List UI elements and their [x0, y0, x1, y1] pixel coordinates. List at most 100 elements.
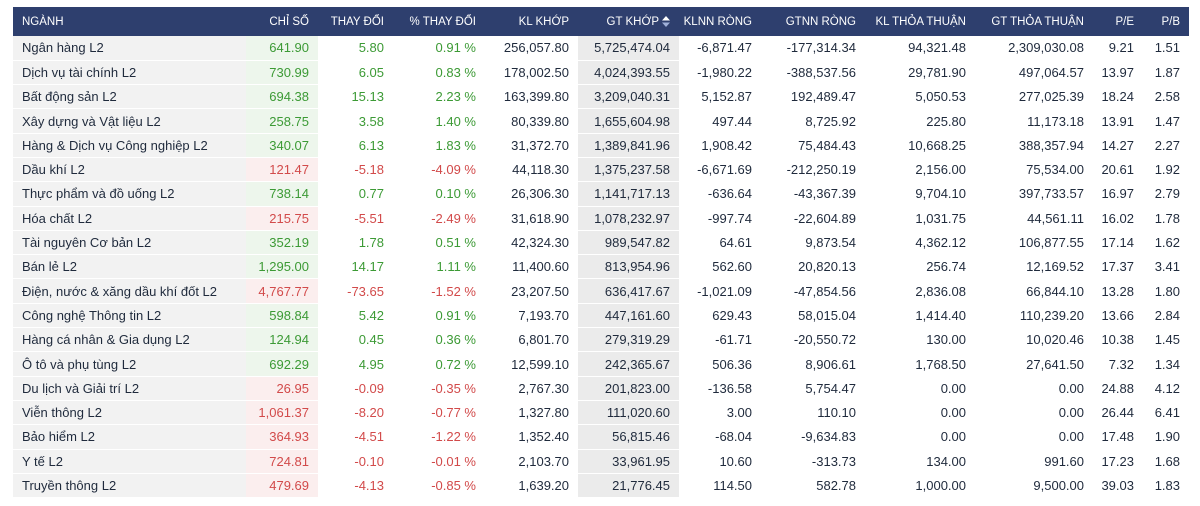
table-row[interactable]: Y tế L2 724.81 -0.10 -0.01 % 2,103.70 33,961.… — [13, 449, 1189, 474]
table-row[interactable]: Bán lẻ L2 1,295.00 14.17 1.11 % 11,400.60 813… — [13, 254, 1189, 279]
cell-chi-so: 730.99 — [246, 60, 318, 85]
table-row[interactable]: Bảo hiểm L2 364.93 -4.51 -1.22 % 1,352.40 56,… — [13, 424, 1189, 450]
cell-klnn-rong: -1,980.22 — [697, 64, 752, 80]
cell-kl-thoa-thuan: 134.00 — [926, 453, 966, 469]
cell-kl-thoa-thuan: 225.80 — [926, 113, 966, 129]
table-row[interactable]: Tài nguyên Cơ bản L2 352.19 1.78 0.51 % 42,3… — [13, 230, 1189, 255]
cell-pb: 1.45 — [1154, 332, 1180, 348]
col-header-nganh[interactable]: NGÀNH — [22, 15, 64, 28]
cell-pe: 13.97 — [1101, 64, 1134, 80]
cell-kl-thoa-thuan: 4,362.12 — [915, 235, 966, 251]
cell-pe: 16.02 — [1101, 210, 1134, 226]
cell-kl-khop: 1,639.20 — [518, 477, 569, 493]
table-row[interactable]: Ngân hàng L2 641.90 5.80 0.91 % 256,057.80 5,… — [13, 36, 1189, 61]
table-row[interactable]: Xây dựng và Vật liệu L2 258.75 3.58 1.40 % 8… — [13, 108, 1189, 134]
cell-name[interactable]: Viễn thông L2 — [13, 400, 246, 425]
col-header-gt-thoa-thuan[interactable]: GT THỎA THUẬN — [991, 15, 1084, 28]
cell-klnn-rong: 3.00 — [726, 405, 752, 421]
cell-gt-thoa-thuan: 397,733.57 — [1018, 186, 1084, 202]
cell-chi-so: 124.94 — [246, 327, 318, 352]
table-row[interactable]: Dầu khí L2 121.47 -5.18 -4.09 % 44,118.30 1,3… — [13, 157, 1189, 182]
table-row[interactable]: Dịch vụ tài chính L2 730.99 6.05 0.83 % 178,… — [13, 60, 1189, 85]
cell-pct-thay-doi: 1.40 % — [435, 113, 476, 129]
cell-gtnn-rong: -177,314.34 — [786, 40, 856, 56]
col-header-thay-doi[interactable]: THAY ĐỔI — [330, 15, 384, 28]
table-row[interactable]: Hàng cá nhân & Gia dụng L2 124.94 0.45 0.36… — [13, 327, 1189, 352]
cell-klnn-rong: 10.60 — [719, 453, 752, 469]
col-header-pb[interactable]: P/B — [1161, 15, 1180, 28]
cell-gt-khop: 111,020.60 — [578, 400, 679, 425]
cell-gtnn-rong: 8,906.61 — [805, 356, 856, 372]
sort-icon[interactable] — [662, 15, 670, 27]
cell-pct-thay-doi: 2.23 % — [435, 89, 476, 105]
cell-name[interactable]: Dầu khí L2 — [13, 157, 246, 182]
cell-pe: 9.21 — [1108, 40, 1134, 56]
cell-kl-khop: 163,399.80 — [503, 89, 569, 105]
cell-kl-thoa-thuan: 9,704.10 — [915, 186, 966, 202]
cell-kl-khop: 26,306.30 — [511, 186, 569, 202]
table-row[interactable]: Bất động sản L2 694.38 15.13 2.23 % 163,399.… — [13, 84, 1189, 109]
cell-pct-thay-doi: 0.51 % — [435, 235, 476, 251]
cell-kl-thoa-thuan: 1,414.40 — [915, 307, 966, 323]
cell-name[interactable]: Xây dựng và Vật liệu L2 — [13, 108, 246, 134]
cell-thay-doi: -0.09 — [354, 380, 384, 396]
cell-name[interactable]: Tài nguyên Cơ bản L2 — [13, 230, 246, 255]
table-row[interactable]: Công nghệ Thông tin L2 598.84 5.42 0.91 % 7,… — [13, 303, 1189, 328]
cell-name[interactable]: Ô tô và phụ tùng L2 — [13, 351, 246, 377]
cell-name[interactable]: Hàng & Dịch vụ Công nghiệp L2 — [13, 133, 246, 158]
cell-pb: 4.12 — [1154, 380, 1180, 396]
table-row[interactable]: Viễn thông L2 1,061.37 -8.20 -0.77 % 1,327.8… — [13, 400, 1189, 425]
table-row[interactable]: Hóa chất L2 215.75 -5.51 -2.49 % 31,618.90 1,… — [13, 206, 1189, 231]
col-header-pe[interactable]: P/E — [1115, 15, 1134, 28]
table-row[interactable]: Điện, nước & xăng dầu khí đốt L2 4,767.77… — [13, 278, 1189, 304]
table-header-row: NGÀNH CHỈ SỐ THAY ĐỔI % THAY ĐỔI KL KHỚP… — [13, 7, 1189, 36]
cell-name[interactable]: Truyền thông L2 — [13, 473, 246, 498]
cell-kl-thoa-thuan: 10,668.25 — [908, 137, 966, 153]
col-header-pct-thay-doi[interactable]: % THAY ĐỔI — [409, 15, 476, 28]
cell-name[interactable]: Công nghệ Thông tin L2 — [13, 303, 246, 328]
table-row[interactable]: Hàng & Dịch vụ Công nghiệp L2 340.07 6.13 1… — [13, 133, 1189, 158]
cell-thay-doi: -4.51 — [354, 429, 384, 445]
cell-gt-khop: 3,209,040.31 — [578, 84, 679, 109]
cell-name[interactable]: Ngân hàng L2 — [13, 36, 246, 61]
cell-gt-thoa-thuan: 388,357.94 — [1018, 137, 1084, 153]
col-header-kl-thoa-thuan[interactable]: KL THỎA THUẬN — [875, 15, 966, 28]
table-row[interactable]: Ô tô và phụ tùng L2 692.29 4.95 0.72 % 12,59… — [13, 351, 1189, 377]
cell-chi-so: 121.47 — [246, 157, 318, 182]
cell-name[interactable]: Bất động sản L2 — [13, 84, 246, 109]
cell-gt-khop: 33,961.95 — [578, 449, 679, 474]
cell-klnn-rong: -997.74 — [707, 210, 752, 226]
cell-name[interactable]: Dịch vụ tài chính L2 — [13, 60, 246, 85]
cell-chi-so: 738.14 — [246, 181, 318, 207]
table-row[interactable]: Du lịch và Giải trí L2 26.95 -0.09 -0.35 % 2… — [13, 376, 1189, 401]
cell-name[interactable]: Du lịch và Giải trí L2 — [13, 376, 246, 401]
col-header-kl-khop[interactable]: KL KHỚP — [518, 15, 569, 28]
cell-gtnn-rong: -212,250.19 — [786, 162, 856, 178]
cell-name[interactable]: Bảo hiểm L2 — [13, 424, 246, 450]
cell-thay-doi: 6.05 — [358, 64, 384, 80]
cell-name[interactable]: Hàng cá nhân & Gia dụng L2 — [13, 327, 246, 352]
cell-name[interactable]: Hóa chất L2 — [13, 206, 246, 231]
cell-kl-thoa-thuan: 1,031.75 — [915, 210, 966, 226]
table-row[interactable]: Truyền thông L2 479.69 -4.13 -0.85 % 1,639.2… — [13, 473, 1189, 498]
col-header-klnn-rong[interactable]: KLNN RÒNG — [683, 15, 752, 28]
cell-name[interactable]: Bán lẻ L2 — [13, 254, 246, 279]
cell-kl-khop: 2,767.30 — [518, 380, 569, 396]
cell-gt-thoa-thuan: 66,844.10 — [1026, 283, 1084, 299]
cell-thay-doi: -0.10 — [354, 453, 384, 469]
table-row[interactable]: Thực phẩm và đồ uống L2 738.14 0.77 0.10 % 2… — [13, 181, 1189, 207]
cell-kl-thoa-thuan: 29,781.90 — [908, 64, 966, 80]
cell-pb: 2.27 — [1154, 137, 1180, 153]
col-header-gtnn-rong[interactable]: GTNN RÒNG — [785, 15, 856, 28]
cell-pct-thay-doi: -4.09 % — [431, 162, 476, 178]
cell-pct-thay-doi: 0.36 % — [435, 332, 476, 348]
cell-name[interactable]: Thực phẩm và đồ uống L2 — [13, 181, 246, 207]
cell-name[interactable]: Điện, nước & xăng dầu khí đốt L2 — [13, 278, 246, 304]
col-header-gt-khop[interactable]: GT KHỚP — [578, 7, 679, 36]
cell-chi-so: 215.75 — [246, 206, 318, 231]
cell-name[interactable]: Y tế L2 — [13, 449, 246, 474]
cell-gtnn-rong: 192,489.47 — [790, 89, 856, 105]
cell-kl-khop: 12,599.10 — [511, 356, 569, 372]
cell-gt-thoa-thuan: 44,561.11 — [1027, 210, 1084, 226]
col-header-chi-so[interactable]: CHỈ SỐ — [269, 15, 309, 28]
